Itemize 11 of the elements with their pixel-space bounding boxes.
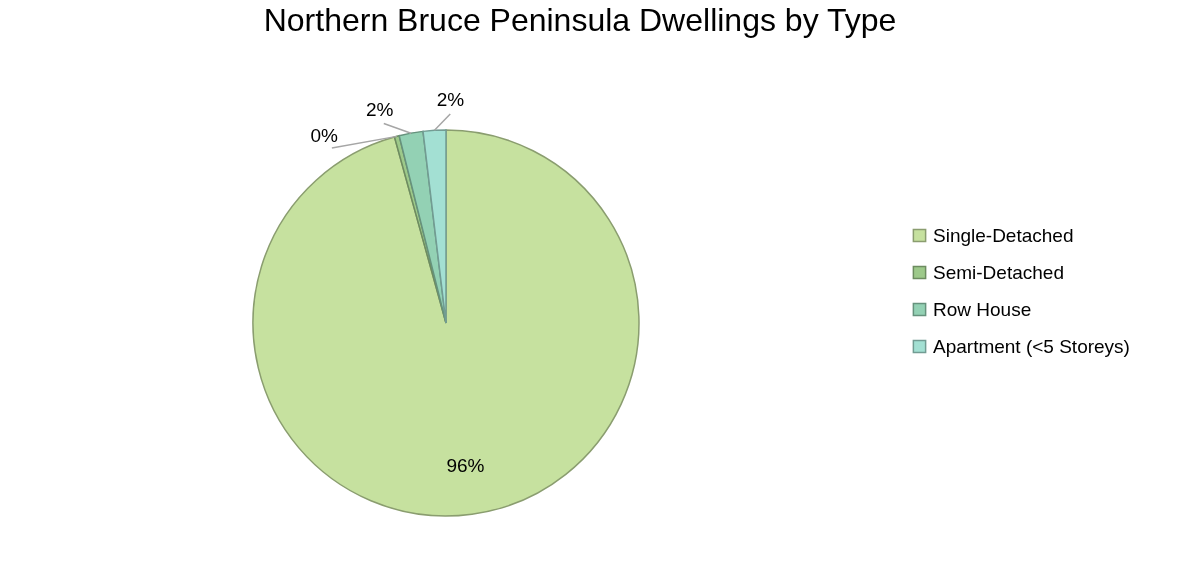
legend-label: Semi-Detached [933, 261, 1064, 283]
pie-slice [422, 129, 447, 324]
legend-label: Apartment (<5 Storeys) [933, 335, 1130, 357]
data-label: 2% [365, 99, 394, 121]
legend-label: Single-Detached [933, 224, 1074, 246]
chart-title: Northern Bruce Peninsula Dwellings by Type [263, 2, 897, 38]
data-label: 2% [436, 89, 465, 111]
pie-slice [252, 129, 640, 517]
data-label: 96% [446, 455, 485, 477]
legend-label: Row House [933, 298, 1032, 320]
data-label: 0% [310, 125, 339, 147]
